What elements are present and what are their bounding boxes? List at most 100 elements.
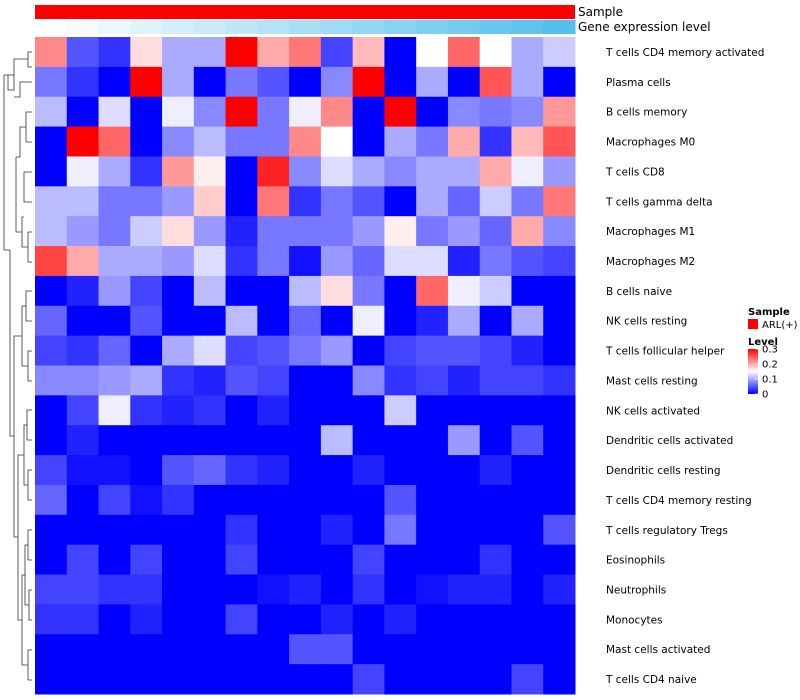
heatmap-cell [384, 335, 417, 366]
heatmap-cell [447, 275, 481, 307]
heatmap-cell [257, 275, 290, 307]
heatmap-cell [352, 484, 385, 516]
heatmap-cell [511, 275, 544, 307]
heatmap-cell [543, 395, 576, 426]
row-label: NK cells resting [606, 316, 687, 328]
heatmap-cell [416, 66, 449, 98]
heatmap-cell [35, 156, 68, 187]
heatmap-cell [543, 484, 576, 516]
heatmap-cell [416, 275, 449, 307]
heatmap-cell [352, 156, 385, 187]
heatmap-cell [66, 186, 100, 217]
row-label: T cells CD8 [605, 166, 665, 178]
heatmap-cell [193, 37, 227, 68]
heatmap-cell [162, 544, 195, 576]
heatmap-cell [289, 395, 322, 426]
heatmap-cell [352, 186, 385, 217]
heatmap-cell [193, 455, 227, 486]
heatmap-cell [543, 335, 576, 366]
heatmap-cell [35, 66, 68, 98]
heatmap-cell [193, 186, 227, 217]
heatmap-cell [543, 544, 576, 576]
heatmap-cell [416, 126, 449, 157]
annotation-tracks [35, 5, 576, 34]
annotation-label-sample: Sample [578, 5, 623, 19]
heatmap-cells [35, 37, 576, 695]
heatmap-cell [130, 96, 163, 128]
heatmap-cell [320, 216, 354, 247]
heatmap-cell [384, 96, 417, 128]
heatmap-cell [320, 275, 354, 307]
heatmap-cell [352, 335, 385, 366]
heatmap-cell [289, 335, 322, 366]
heatmap-cell [289, 634, 322, 665]
heatmap-cell [479, 246, 512, 277]
heatmap-cell [352, 305, 385, 337]
heatmap-cell [447, 186, 481, 217]
heatmap-cell [35, 365, 68, 396]
heatmap-cell [193, 96, 227, 128]
heatmap-cell [352, 275, 385, 307]
heatmap-cell [289, 66, 322, 98]
heatmap-cell [543, 246, 576, 277]
heatmap-cell [320, 365, 354, 396]
heatmap-cell [98, 574, 131, 605]
heatmap-cell [447, 305, 481, 337]
legend-level-title: Level [748, 337, 778, 348]
heatmap-cell [511, 126, 544, 157]
heatmap-cell [384, 246, 417, 277]
heatmap-cell [130, 484, 163, 516]
heatmap-cell [225, 96, 258, 128]
heatmap-cell [447, 425, 481, 456]
heatmap-cell [162, 305, 195, 337]
heatmap-cell [289, 216, 322, 247]
heatmap-cell [384, 484, 417, 516]
heatmap-cell [384, 126, 417, 157]
heatmap-cell [479, 425, 512, 456]
heatmap-cell [447, 664, 481, 695]
legend-level-colorbar [748, 349, 758, 394]
heatmap-cell [98, 275, 131, 307]
heatmap-cell [352, 574, 385, 605]
heatmap-cell [320, 96, 354, 128]
heatmap-cell [543, 455, 576, 486]
heatmap-cell [130, 126, 163, 157]
annotation-cell-gene-expression [289, 20, 322, 34]
heatmap-cell [66, 634, 100, 665]
heatmap-cell [225, 664, 258, 695]
legend-sample-entry: ARL(+) [762, 320, 798, 331]
heatmap-cell [162, 66, 195, 98]
heatmap-cell [289, 186, 322, 217]
heatmap-cell [193, 335, 227, 366]
heatmap-cell [98, 484, 131, 516]
row-label: B cells memory [606, 107, 687, 119]
heatmap-cell [447, 484, 481, 516]
legend: Sample ARL(+) Level 0.3 0.2 0.1 0 [748, 307, 798, 401]
annotation-cell-gene-expression [511, 20, 544, 34]
heatmap-cell [447, 96, 481, 128]
heatmap-cell [98, 634, 131, 665]
heatmap-cell [289, 664, 322, 695]
heatmap-cell [66, 365, 100, 396]
heatmap-cell [162, 186, 195, 217]
heatmap-cell [225, 126, 258, 157]
heatmap-cell [289, 544, 322, 576]
heatmap-cell [479, 216, 512, 247]
heatmap-cell [66, 664, 100, 695]
heatmap-cell [511, 664, 544, 695]
heatmap-cell [479, 634, 512, 665]
heatmap-cell [98, 664, 131, 695]
heatmap-cell [98, 544, 131, 576]
row-label: Plasma cells [606, 77, 671, 89]
row-label: T cells CD4 memory resting [605, 495, 752, 507]
heatmap-cell [98, 96, 131, 128]
heatmap-cell [257, 335, 290, 366]
heatmap-cell [225, 634, 258, 665]
heatmap-cell [130, 664, 163, 695]
heatmap-cell [320, 305, 354, 337]
heatmap-cell [479, 305, 512, 337]
heatmap-cell [193, 216, 227, 247]
heatmap-cell [511, 514, 544, 546]
heatmap-cell [193, 604, 227, 635]
heatmap-cell [416, 634, 449, 665]
